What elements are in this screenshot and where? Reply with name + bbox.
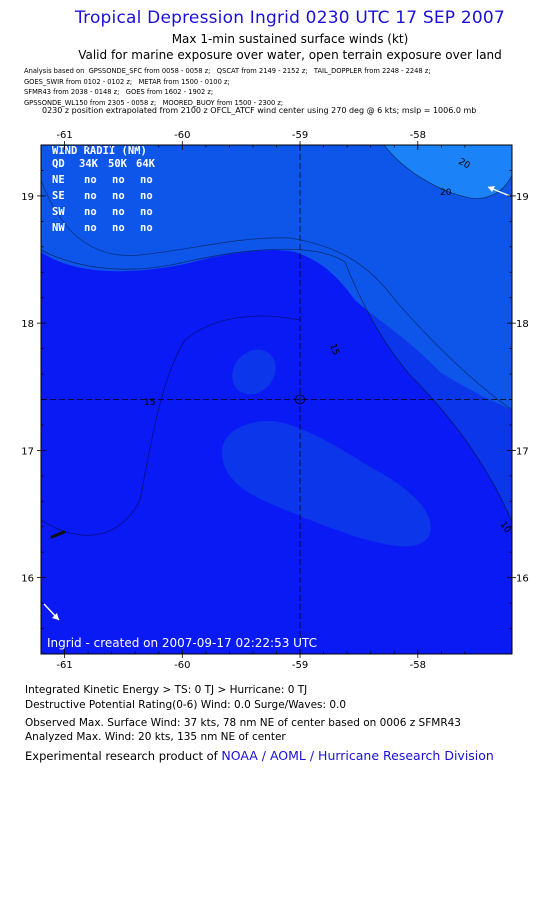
wind-radii-64k: no [140,174,153,186]
axis-ticks [37,141,516,658]
latitude-tick-label-right: 17 [516,446,529,457]
latitude-tick-label-left: 19 [21,192,34,203]
wind-radii-34k: no [84,174,97,186]
wind-radii-header-qd: QD [52,158,65,170]
wind-radii-quadrant: SW [52,206,65,218]
wind-radii-50k: no [112,222,125,234]
observed-max-wind-line: Observed Max. Surface Wind: 37 kts, 78 n… [25,717,461,729]
latitude-tick-label-left: 16 [21,574,34,585]
credit-line: Experimental research product of NOAA / … [25,748,494,763]
analysis-source-line: SFMR43 from 2038 - 0148 z; GOES from 160… [24,88,214,97]
longitude-tick-label-top: -61 [56,130,72,141]
contour-label: 15 [327,343,340,357]
wind-radii-50k: no [112,174,125,186]
wind-band-gt20 [384,145,512,199]
latitude-tick-label-right: 16 [516,574,529,585]
position-note: 0230 z position extrapolated from 2100 z… [42,106,477,115]
contour-15-line [41,248,512,523]
analysis-source-line: GOES_SWIR from 0102 - 0102 z; METAR from… [24,77,230,86]
wind-radii-34k: no [84,206,97,218]
longitude-tick-label-top: -60 [174,130,190,141]
credit-prefix: Experimental research product of [25,749,218,763]
wind-radii-table: WIND RADII (NM) QD 34K 50K 64K NE no no … [52,145,156,234]
axis-labels: -61 -61 -60 -60 -59 -59 -58 -58 19 19 18 18 17 17 16 16 [21,130,528,671]
latitude-tick-label-left: 17 [21,446,34,457]
destructive-potential-line: Destructive Potential Rating(0-6) Wind: … [25,699,347,711]
longitude-tick-label-top: -58 [410,130,426,141]
contour-10-line [41,315,301,536]
latitude-tick-label-right: 19 [516,192,529,203]
wind-vector-ne [487,186,511,197]
coastline-fragment [50,530,66,539]
wind-radii-header-34k: 34K [79,158,99,170]
wind-radii-title: WIND RADII (NM) [52,145,147,157]
longitude-tick-label-bottom: -60 [174,660,190,671]
latitude-tick-label-right: 18 [516,319,529,330]
wind-band-15-20-south [221,420,431,547]
wind-radii-header-50k: 50K [108,158,128,170]
wind-radii-50k: no [112,206,125,218]
wind-radii-64k: no [140,190,153,202]
longitude-tick-label-bottom: -58 [410,660,426,671]
wind-radii-quadrant: NE [52,174,65,186]
wind-radii-50k: no [112,190,125,202]
wind-radii-34k: no [84,222,97,234]
analysis-source-line: GPSSONDE_WL150 from 2305 - 0058 z; MOORE… [24,98,284,107]
storm-center-marker [295,394,305,405]
longitude-tick-label-top: -59 [292,130,308,141]
chart-subtitle: Max 1-min sustained surface winds (kt) [171,32,409,46]
wind-radii-quadrant: SE [52,190,65,202]
contour-label: 20 [440,188,452,198]
wind-vector-sw [43,603,60,621]
contour-20-line [383,145,512,199]
analysis-source-line: Analysis based on GPSSONDE_SFC from 0058… [24,67,431,75]
analysis-sources: Analysis based on GPSSONDE_SFC from 0058… [24,66,431,108]
chart-title: Tropical Depression Ingrid 0230 UTC 17 S… [75,8,505,28]
map-footer-credit: Ingrid - created on 2007-09-17 02:22:53 … [47,636,317,650]
latitude-tick-label-left: 18 [21,319,34,330]
wind-radii-64k: no [140,206,153,218]
ike-line: Integrated Kinetic Energy > TS: 0 TJ > H… [25,684,308,696]
analyzed-max-wind-line: Analyzed Max. Wind: 20 kts, 135 nm NE of… [25,731,286,743]
wind-radii-quadrant: NW [52,222,65,234]
wind-band-15-20-core [41,145,512,410]
contour-label: 15 [144,398,155,408]
contour-15-upper-line [41,179,512,411]
wind-radii-header-64k: 64K [136,158,156,170]
validity-note: Valid for marine exposure over water, op… [78,48,502,62]
wind-radii-34k: no [84,190,97,202]
credit-organization-link[interactable]: NOAA / AOML / Hurricane Research Divisio… [221,748,494,763]
wind-band-15-20-ring [232,349,276,395]
longitude-tick-label-bottom: -59 [292,660,308,671]
wind-radii-64k: no [140,222,153,234]
longitude-tick-label-bottom: -61 [56,660,72,671]
